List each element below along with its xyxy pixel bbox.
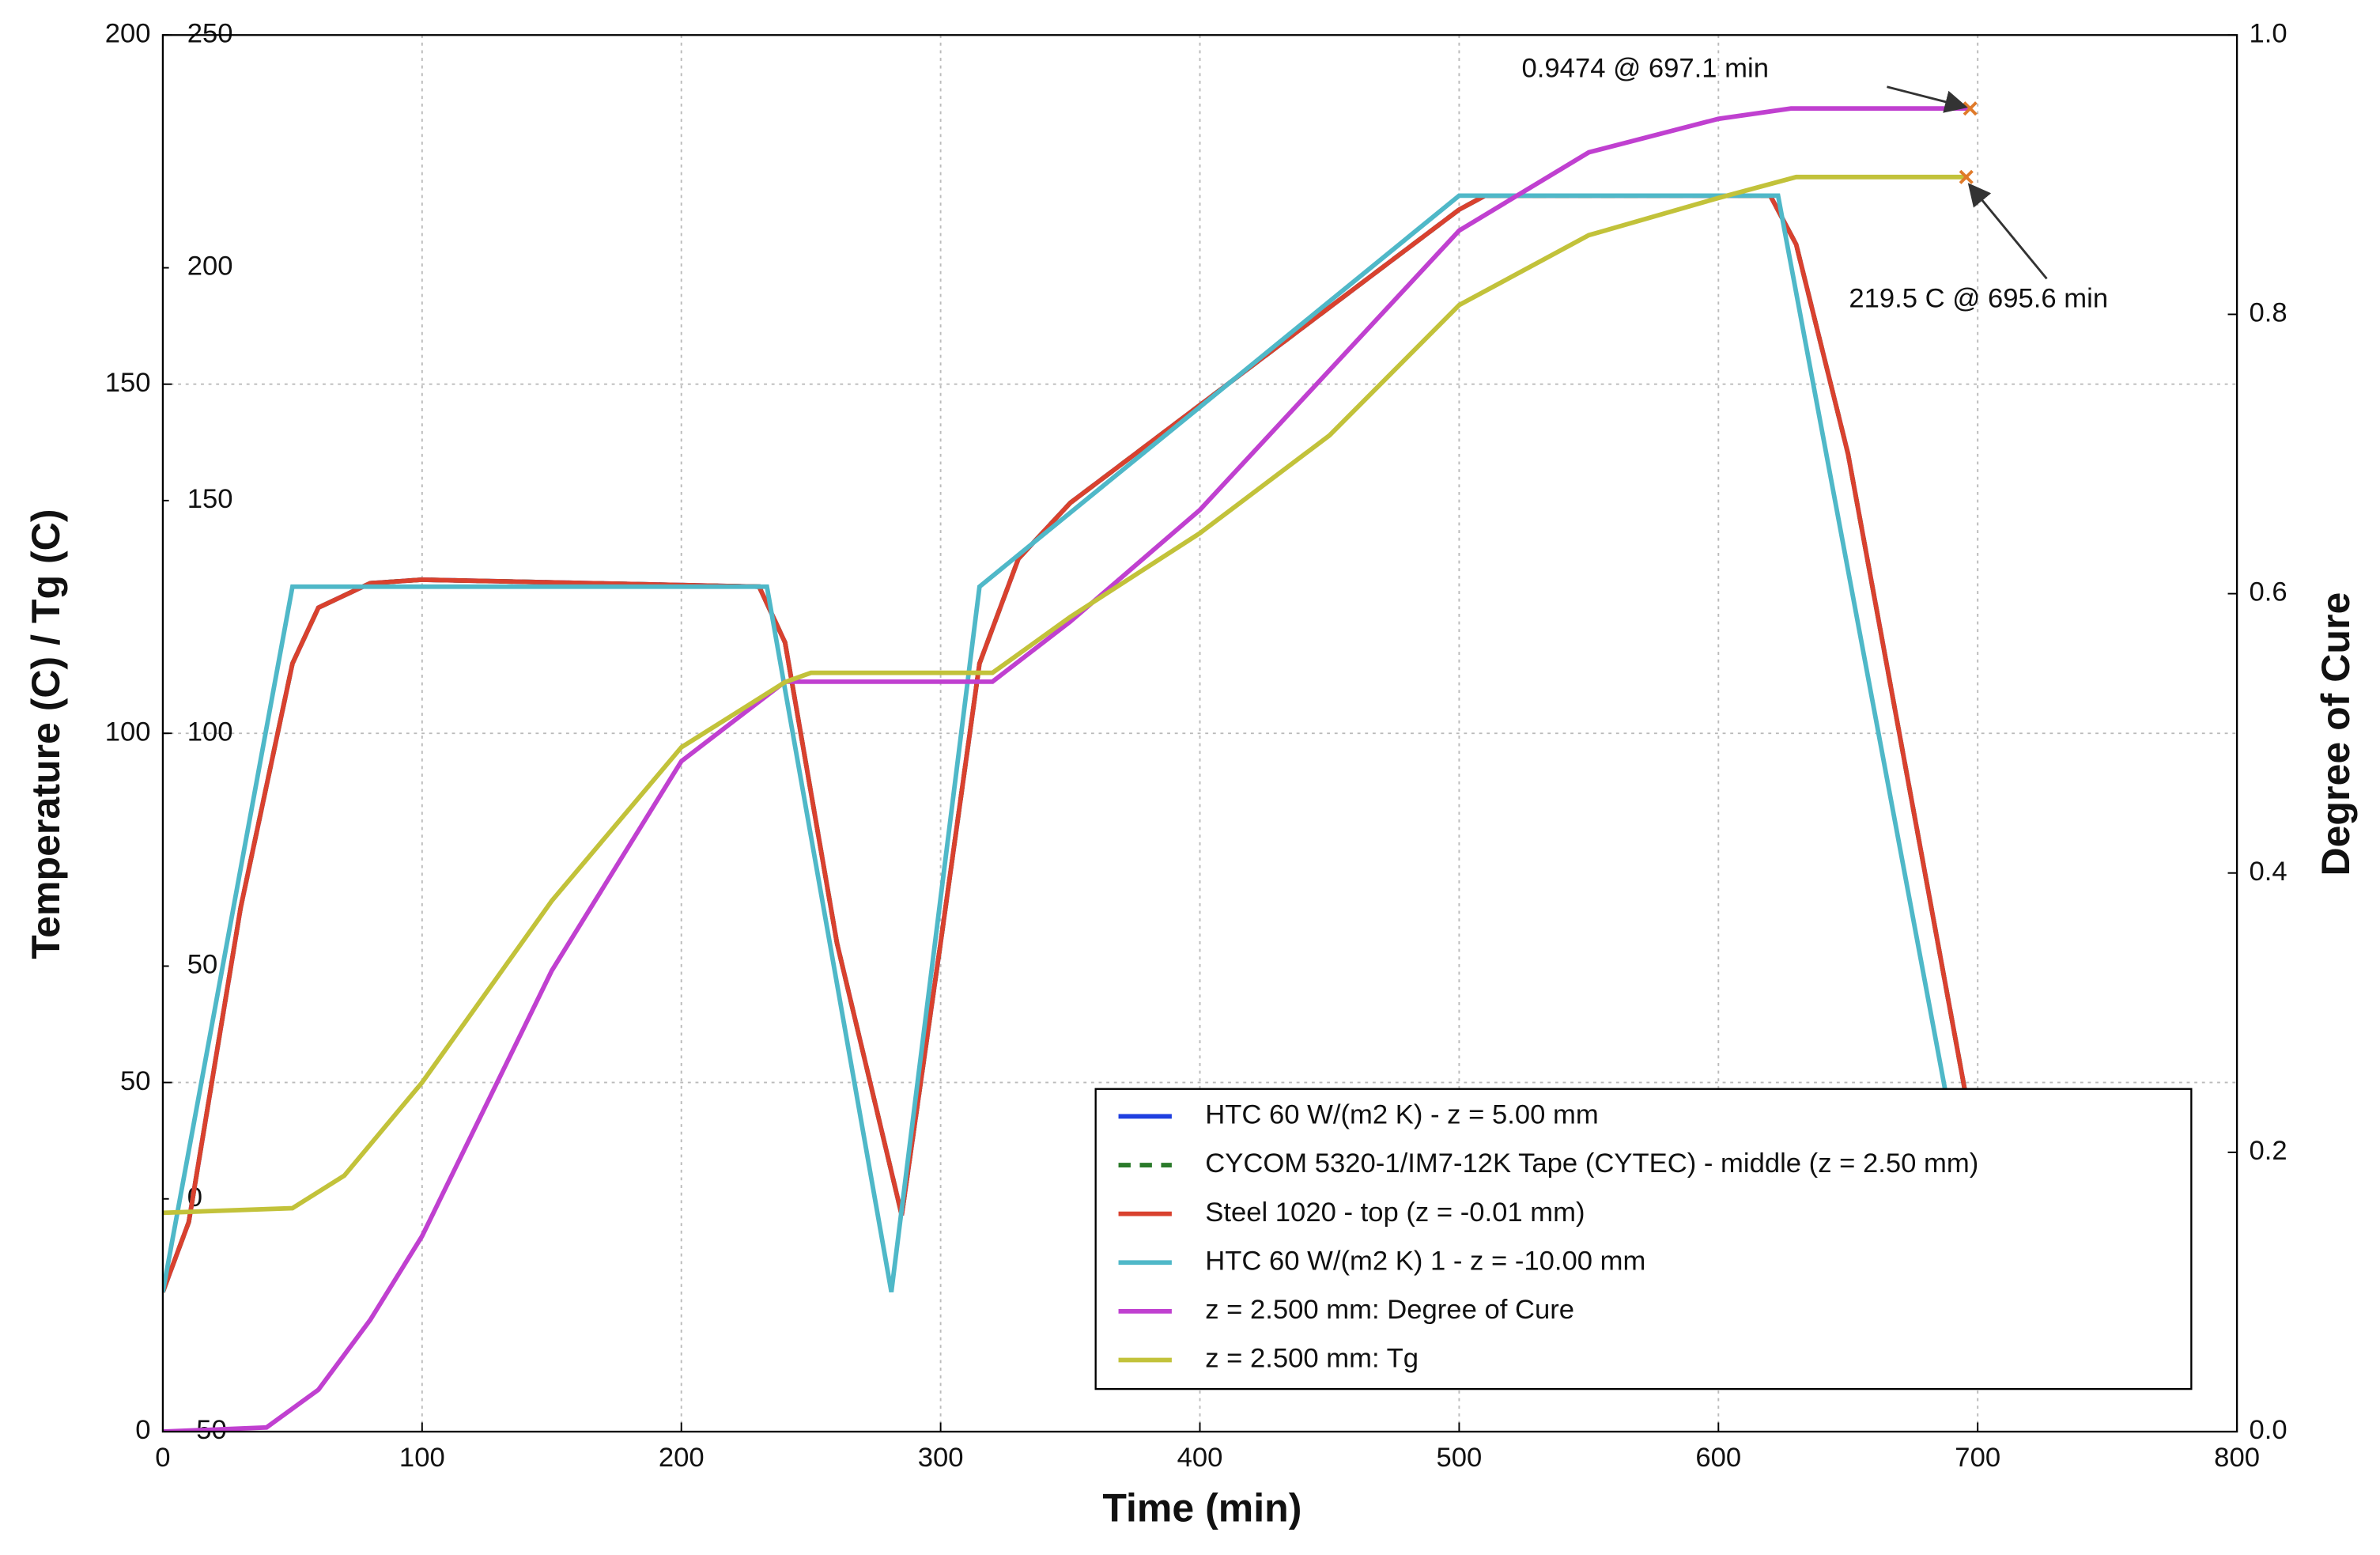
legend-box (1094, 1088, 2193, 1390)
legend-label: z = 2.500 mm: Tg (1205, 1344, 1419, 1374)
annotation: 0.9474 @ 697.1 min (1522, 54, 1769, 84)
x-tick-label: 300 (918, 1443, 964, 1473)
series-line (162, 106, 1970, 1432)
x-tick-label: 400 (1177, 1443, 1223, 1473)
y-tick-label: 200 (105, 18, 151, 48)
end-marker (1959, 169, 1974, 184)
x-tick-label: 600 (1695, 1443, 1741, 1473)
y3-tick-label: 50 (187, 950, 218, 980)
plot-frame (161, 34, 2238, 1433)
y3-tick-label: 100 (187, 717, 233, 747)
x-tick-label: 0 (155, 1443, 170, 1473)
legend-label: CYCOM 5320-1/IM7-12K Tape (CYTEC) - midd… (1205, 1148, 1978, 1179)
series-line (162, 174, 1966, 1216)
legend-label: z = 2.500 mm: Degree of Cure (1205, 1295, 1574, 1325)
y2-tick-label: 0.4 (2249, 857, 2287, 887)
y3-tick-label: 150 (187, 484, 233, 514)
annotation-arrow (1887, 85, 1968, 113)
y-axis-title: Temperature (C) / Tg (C) (24, 509, 68, 959)
x-tick-label: 200 (659, 1443, 705, 1473)
legend-label: Steel 1020 - top (z = -0.01 mm) (1205, 1197, 1585, 1228)
y3-tick-label: 200 (187, 252, 233, 282)
y-tick-label: 50 (120, 1066, 151, 1096)
legend-label: HTC 60 W/(m2 K) 1 - z = -10.00 mm (1205, 1246, 1645, 1276)
y-tick-label: 150 (105, 368, 151, 398)
y3-tick-label: 250 (187, 18, 233, 48)
y-tick-label: 0 (135, 1415, 150, 1445)
y2-axis-title: Degree of Cure (2314, 592, 2358, 876)
y2-tick-label: 0.0 (2249, 1415, 2287, 1445)
x-tick-label: 100 (399, 1443, 445, 1473)
y2-tick-label: 0.2 (2249, 1136, 2287, 1166)
x-axis-title: Time (min) (1102, 1485, 1301, 1530)
annotation: 219.5 C @ 695.6 min (1849, 283, 2108, 313)
y2-tick-label: 1.0 (2249, 18, 2287, 48)
x-tick-label: 700 (1955, 1443, 2000, 1473)
legend-label: HTC 60 W/(m2 K) - z = 5.00 mm (1205, 1100, 1598, 1130)
y2-tick-label: 0.6 (2249, 577, 2287, 607)
y2-tick-label: 0.8 (2249, 298, 2287, 328)
y-tick-label: 100 (105, 717, 151, 747)
x-tick-label: 500 (1437, 1443, 1483, 1473)
annotation-arrow (1967, 183, 2048, 280)
x-tick-label: 800 (2214, 1443, 2260, 1473)
